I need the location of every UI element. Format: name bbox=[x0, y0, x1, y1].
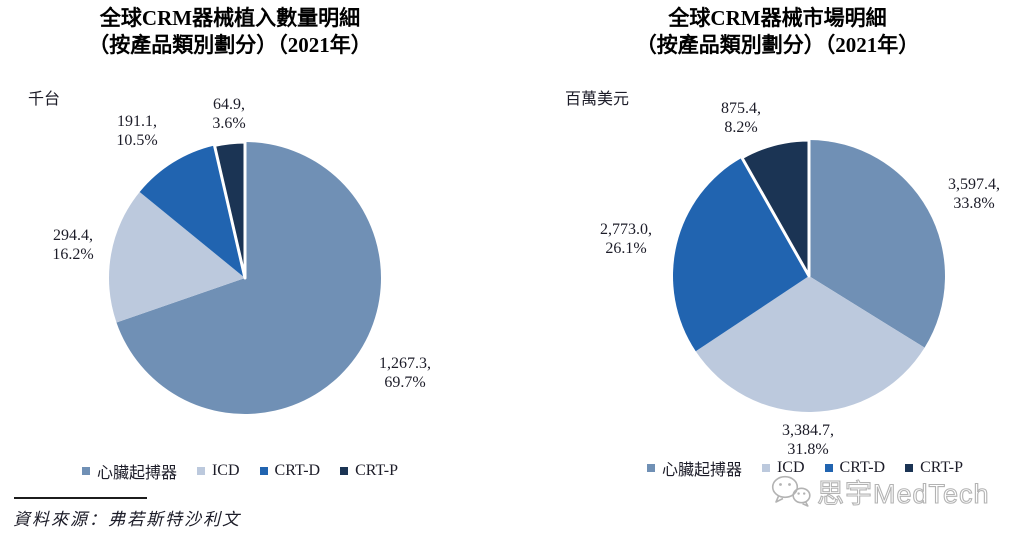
slice-value: 3,384.7, bbox=[782, 422, 834, 439]
legend-label: CRT-D bbox=[274, 462, 321, 479]
slice-percent: 26.1% bbox=[605, 240, 647, 257]
slice-percent: 16.2% bbox=[52, 246, 94, 263]
legend-marker-pacemaker bbox=[81, 467, 90, 475]
slice-percent: 3.6% bbox=[212, 115, 246, 132]
legend-marker-pacemaker bbox=[646, 464, 655, 472]
legend-label: ICD bbox=[211, 462, 240, 479]
legend-label: 心臟起搏器 bbox=[96, 465, 177, 482]
slice-label-icd: 3,384.7, 31.8% bbox=[753, 421, 863, 459]
legend-item-crt-p: CRT-P bbox=[340, 462, 398, 480]
slice-label-icd: 294.4, 16.2% bbox=[18, 226, 128, 264]
watermark-brand: 思宇MedTech bbox=[816, 478, 990, 509]
slice-label-crt-d: 2,773.0, 26.1% bbox=[571, 220, 681, 258]
legend-item-pacemaker: 心臟起搏器 bbox=[81, 459, 177, 483]
unit-label: 千台 bbox=[28, 91, 61, 108]
legend-marker-crt-d bbox=[824, 464, 833, 472]
legend-label: CRT-P bbox=[355, 462, 399, 479]
pie-slice-CRT-D bbox=[673, 157, 809, 352]
slice-value: 2,773.0, bbox=[600, 221, 652, 238]
chart-title-implant-volume: 全球CRM器械植入數量明細 （按產品類別劃分）（2021年） bbox=[40, 5, 420, 59]
watermark: 思宇MedTech bbox=[770, 472, 990, 511]
pie-slice-ICD bbox=[695, 276, 925, 412]
pie-slice-CRT-P bbox=[213, 141, 247, 280]
slice-value: 3,597.4, bbox=[948, 176, 1000, 193]
legend: 心臟起搏器 ICD CRT-D CRT-P bbox=[615, 456, 995, 480]
legend-item-icd: ICD bbox=[196, 462, 240, 480]
chart-title-market-value: 全球CRM器械市場明細 （按產品類別劃分）（2021年） bbox=[590, 5, 965, 59]
slice-value: 1,267.3, bbox=[379, 355, 431, 372]
slice-label-crt-p: 875.4, 8.2% bbox=[686, 99, 796, 137]
legend-label: 心臟起搏器 bbox=[661, 462, 742, 479]
slice-label-pacemaker: 3,597.4, 33.8% bbox=[919, 175, 1020, 213]
slice-label-crt-d: 191.1, 10.5% bbox=[82, 112, 192, 150]
slice-percent: 33.8% bbox=[953, 195, 995, 212]
source-divider bbox=[14, 497, 147, 499]
slice-value: 191.1, bbox=[117, 113, 157, 130]
legend-marker-crt-d bbox=[259, 467, 268, 475]
pie-slice-ICD bbox=[108, 191, 246, 323]
pie-chart-market-value bbox=[673, 139, 945, 412]
legend-marker-icd bbox=[196, 467, 205, 475]
slice-percent: 8.2% bbox=[724, 119, 758, 136]
legend-marker-crt-p bbox=[905, 464, 914, 472]
legend-label: CRT-P bbox=[920, 459, 964, 476]
wechat-icon bbox=[771, 475, 811, 507]
slice-percent: 69.7% bbox=[384, 374, 426, 391]
chart-title-line2: （按產品類別劃分）（2021年） bbox=[88, 33, 372, 57]
chart-title-line1: 全球CRM器械植入數量明細 bbox=[99, 6, 361, 30]
legend-item-crt-p: CRT-P bbox=[905, 459, 963, 477]
legend-item-crt-d: CRT-D bbox=[824, 459, 886, 477]
chart-title-line1: 全球CRM器械市場明細 bbox=[668, 6, 887, 30]
legend-label: ICD bbox=[776, 459, 805, 476]
pie-slice-CRT-P bbox=[740, 139, 811, 278]
legend-item-pacemaker: 心臟起搏器 bbox=[646, 456, 742, 480]
legend-item-crt-d: CRT-D bbox=[259, 462, 321, 480]
legend-marker-icd bbox=[761, 464, 770, 472]
source-note: 資料來源：弗若斯特沙利文 bbox=[13, 510, 241, 529]
legend: 心臟起搏器 ICD CRT-D CRT-P bbox=[50, 459, 430, 483]
unit-label: 百萬美元 bbox=[565, 91, 630, 108]
pie-slice-心臟起搏器 bbox=[116, 142, 381, 414]
slice-label-pacemaker: 1,267.3, 69.7% bbox=[350, 354, 460, 392]
slice-label-crt-p: 64.9, 3.6% bbox=[174, 95, 284, 133]
slice-value: 875.4, bbox=[721, 100, 761, 117]
chart-title-line2: （按產品類別劃分）（2021年） bbox=[635, 33, 920, 57]
slice-percent: 31.8% bbox=[787, 441, 829, 458]
pie-chart-implant-volume bbox=[108, 141, 381, 414]
slice-value: 64.9, bbox=[213, 96, 245, 113]
slice-percent: 10.5% bbox=[116, 132, 158, 149]
legend-marker-crt-p bbox=[340, 467, 349, 475]
legend-item-icd: ICD bbox=[761, 459, 805, 477]
legend-label: CRT-D bbox=[839, 459, 886, 476]
pie-slice-CRT-D bbox=[139, 145, 245, 278]
pie-slice-心臟起搏器 bbox=[809, 140, 945, 348]
slice-value: 294.4, bbox=[53, 227, 93, 244]
